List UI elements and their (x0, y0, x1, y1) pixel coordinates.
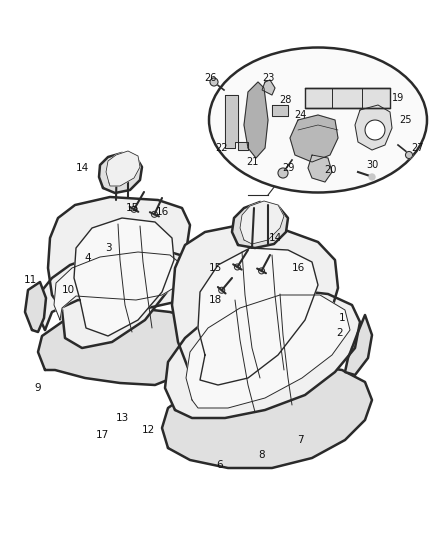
Circle shape (152, 211, 157, 217)
Text: 27: 27 (412, 143, 424, 153)
Polygon shape (262, 80, 275, 95)
Text: 18: 18 (208, 295, 222, 305)
Text: 15: 15 (125, 203, 138, 213)
Polygon shape (99, 153, 142, 193)
Polygon shape (38, 308, 200, 385)
Polygon shape (74, 218, 174, 336)
Text: 14: 14 (75, 163, 88, 173)
Circle shape (234, 264, 240, 270)
Text: 13: 13 (115, 413, 129, 423)
Text: 10: 10 (61, 285, 74, 295)
Polygon shape (225, 95, 248, 150)
Polygon shape (186, 295, 350, 408)
Polygon shape (232, 202, 288, 248)
Circle shape (210, 78, 218, 86)
Polygon shape (240, 201, 284, 244)
Polygon shape (272, 105, 288, 116)
Text: 26: 26 (204, 73, 216, 83)
Polygon shape (305, 88, 390, 108)
Text: 28: 28 (279, 95, 291, 105)
Text: 6: 6 (217, 460, 223, 470)
Text: 16: 16 (291, 263, 304, 273)
Text: 20: 20 (324, 165, 336, 175)
Polygon shape (308, 155, 332, 182)
Text: 30: 30 (366, 160, 378, 170)
Ellipse shape (209, 47, 427, 192)
Polygon shape (25, 282, 46, 332)
Polygon shape (48, 197, 190, 348)
Polygon shape (172, 225, 338, 398)
Text: 11: 11 (23, 275, 37, 285)
Polygon shape (198, 248, 318, 385)
Text: 21: 21 (246, 157, 258, 167)
Circle shape (365, 120, 385, 140)
Text: 22: 22 (216, 143, 228, 153)
Text: 4: 4 (85, 253, 91, 263)
Circle shape (131, 206, 137, 212)
Text: 12: 12 (141, 425, 155, 435)
Text: 7: 7 (297, 435, 303, 445)
Text: 14: 14 (268, 233, 282, 243)
Circle shape (278, 168, 288, 178)
Text: 9: 9 (35, 383, 41, 393)
Polygon shape (345, 315, 372, 375)
Polygon shape (290, 115, 338, 162)
Text: 1: 1 (339, 313, 345, 323)
Polygon shape (180, 275, 205, 325)
Polygon shape (106, 151, 140, 186)
Text: 8: 8 (259, 450, 265, 460)
Text: 23: 23 (262, 73, 274, 83)
Text: 3: 3 (105, 243, 111, 253)
Polygon shape (165, 290, 360, 418)
Text: 25: 25 (399, 115, 411, 125)
Polygon shape (38, 250, 200, 330)
Circle shape (258, 268, 265, 274)
Text: 29: 29 (282, 163, 294, 173)
Circle shape (369, 174, 375, 180)
Polygon shape (244, 82, 268, 158)
Text: 16: 16 (155, 207, 169, 217)
Circle shape (219, 287, 225, 293)
Text: 17: 17 (95, 430, 109, 440)
Text: 2: 2 (337, 328, 343, 338)
Polygon shape (54, 252, 186, 320)
Polygon shape (162, 365, 372, 468)
Polygon shape (355, 105, 392, 150)
Circle shape (406, 151, 413, 158)
Text: 24: 24 (294, 110, 306, 120)
Text: 19: 19 (392, 93, 404, 103)
Text: 15: 15 (208, 263, 222, 273)
